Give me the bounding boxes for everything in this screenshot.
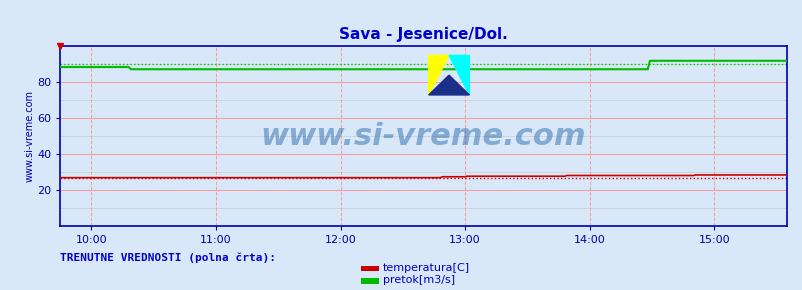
Title: Sava - Jesenice/Dol.: Sava - Jesenice/Dol. [338,28,508,42]
Text: pretok[m3/s]: pretok[m3/s] [383,276,455,285]
Polygon shape [448,55,469,95]
Text: temperatura[C]: temperatura[C] [383,263,469,273]
Text: www.si-vreme.com: www.si-vreme.com [261,122,585,151]
Polygon shape [428,75,469,95]
Polygon shape [428,55,448,95]
Text: TRENUTNE VREDNOSTI (polna črta):: TRENUTNE VREDNOSTI (polna črta): [60,253,276,263]
Y-axis label: www.si-vreme.com: www.si-vreme.com [24,90,34,182]
